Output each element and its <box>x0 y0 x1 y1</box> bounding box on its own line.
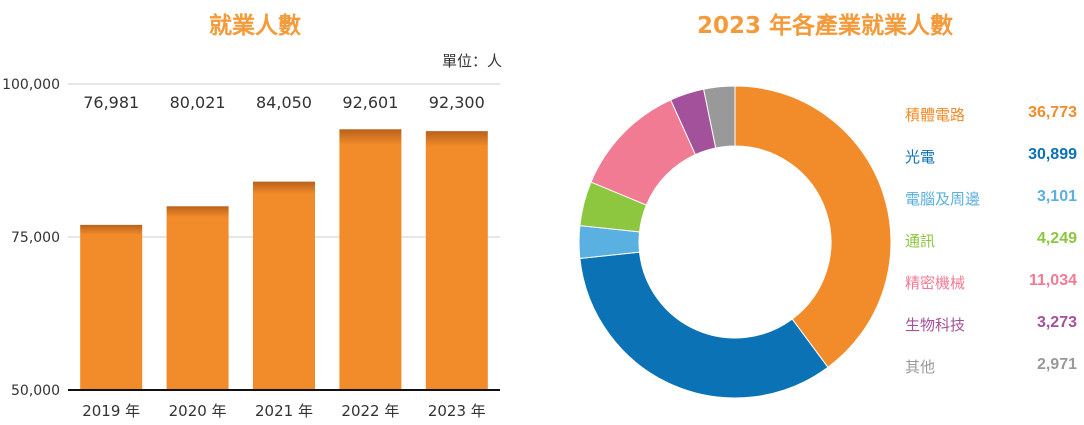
x-tick-label: 2023 年 <box>428 402 486 420</box>
bar-value-label: 80,021 <box>170 93 226 112</box>
legend-label: 光電 <box>905 148 936 166</box>
bar <box>253 181 315 390</box>
legend-label: 生物科技 <box>905 316 966 334</box>
bar-value-label: 92,300 <box>429 93 485 112</box>
donut-slice <box>670 88 717 156</box>
bar-value-label: 84,050 <box>256 93 312 112</box>
donut-slice <box>578 225 641 260</box>
legend-value: 36,773 <box>1028 104 1077 121</box>
legend-item: 光電 30,899 <box>905 146 1077 168</box>
legend-label: 通訊 <box>905 232 936 250</box>
legend-value: 4,249 <box>1036 230 1077 247</box>
legend-value: 2,971 <box>1036 356 1077 373</box>
legend-label: 積體電路 <box>905 106 966 124</box>
x-tick-label: 2022 年 <box>341 402 399 420</box>
y-tick-label: 75,000 <box>11 230 60 246</box>
bar-value-label: 76,981 <box>83 93 139 112</box>
donut-slice <box>579 181 648 233</box>
donut-slice <box>579 251 829 399</box>
legend-item: 積體電路 36,773 <box>905 104 1077 126</box>
legend-label: 其他 <box>905 358 936 376</box>
legend-label: 精密機械 <box>905 274 966 292</box>
unit-label: 單位：人 <box>441 52 502 70</box>
bar <box>166 206 229 390</box>
legend-value: 3,273 <box>1036 314 1077 331</box>
bar <box>339 129 402 391</box>
donut-slice <box>590 99 697 206</box>
x-tick-label: 2019 年 <box>82 402 140 420</box>
legend-item: 精密機械 11,034 <box>905 272 1077 294</box>
donut-slice <box>734 85 892 368</box>
legend-item: 生物科技 3,273 <box>905 314 1077 336</box>
legend-item: 電腦及周邊 3,101 <box>905 188 1077 210</box>
donut-chart-title: 2023 年各產業就業人數 <box>696 13 954 39</box>
bar <box>80 224 143 390</box>
legend-value: 11,034 <box>1028 272 1077 289</box>
legend-value: 30,899 <box>1028 146 1077 163</box>
x-tick-label: 2021 年 <box>255 402 313 420</box>
legend-item: 通訊 4,249 <box>905 230 1077 252</box>
y-tick-label: 100,000 <box>2 77 60 93</box>
bar <box>425 131 488 390</box>
legend-value: 3,101 <box>1036 188 1077 205</box>
bar-chart: 50,000 75,000 100,000 76,981 2019 年 80,021 202… <box>2 77 500 420</box>
bar-chart-title: 就業人數 <box>209 13 301 39</box>
y-tick-label: 50,000 <box>11 383 60 399</box>
x-tick-label: 2020 年 <box>169 402 227 420</box>
legend-item: 其他 2,971 <box>905 356 1077 378</box>
donut-slice <box>703 85 736 149</box>
bar-value-label: 92,601 <box>342 93 398 112</box>
legend-label: 電腦及周邊 <box>905 190 981 208</box>
